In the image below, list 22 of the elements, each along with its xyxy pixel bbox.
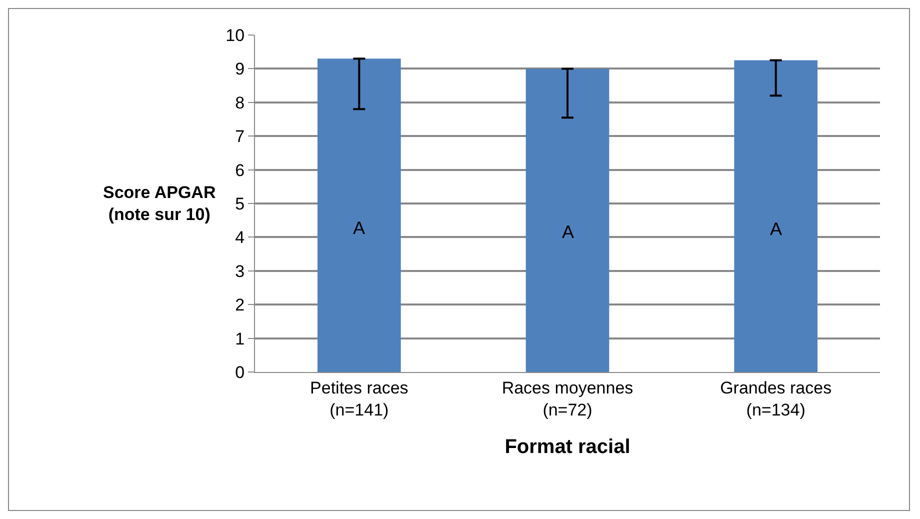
y-tick-label: 5 bbox=[235, 194, 245, 214]
y-tick-label: 3 bbox=[235, 262, 245, 281]
y-tick-label: 8 bbox=[235, 93, 245, 112]
annotation: A bbox=[562, 222, 574, 242]
x-axis-title: Format racial bbox=[504, 436, 630, 458]
y-tick-label: 2 bbox=[235, 296, 245, 315]
y-axis-title: Score APGAR (note sur 10) bbox=[103, 183, 216, 224]
bar bbox=[318, 58, 401, 372]
y-tick-label: 9 bbox=[235, 60, 245, 79]
y-tick-label: 0 bbox=[235, 362, 245, 382]
bar bbox=[734, 60, 818, 372]
y-tick-label: 4 bbox=[235, 228, 245, 248]
bar bbox=[526, 68, 610, 372]
y-tick-label: 10 bbox=[226, 26, 245, 45]
y-tick-label: 6 bbox=[235, 160, 245, 180]
annotation: A bbox=[353, 218, 366, 238]
x-tick-label: Grandes races (n=134) bbox=[720, 378, 832, 420]
annotation: A bbox=[770, 219, 782, 239]
y-tick-label: 7 bbox=[235, 127, 245, 146]
y-tick-label: 1 bbox=[235, 329, 245, 348]
x-tick-label: Races moyennes (n=72) bbox=[502, 378, 634, 420]
x-tick-label: Petites races (n=141) bbox=[310, 378, 408, 420]
